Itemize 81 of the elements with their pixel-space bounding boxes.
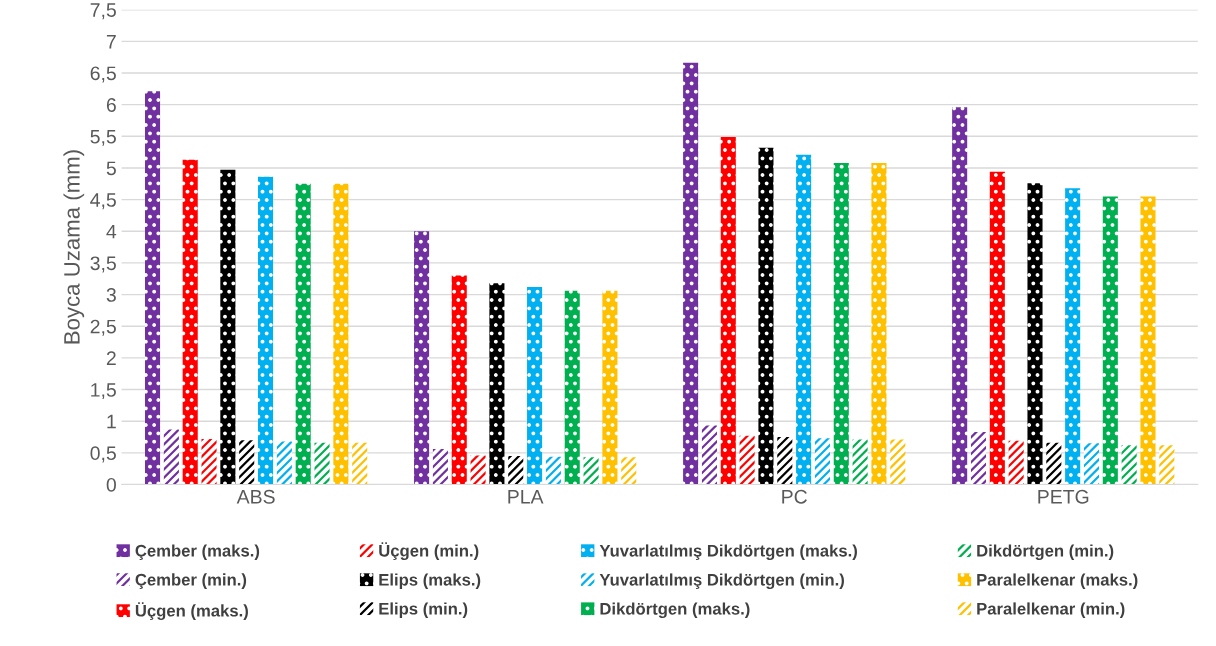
bar (220, 169, 236, 485)
legend-label: Dikdörtgen (min.) (977, 544, 1114, 560)
bar (1083, 443, 1100, 485)
bar (163, 429, 179, 485)
bar (852, 439, 868, 485)
bar (758, 147, 774, 485)
legend-label: Yuvarlatılmış Dikdörtgen (min.) (599, 573, 844, 590)
y-tick-label: 1,5 (91, 383, 116, 400)
legend-label: Paralelkenar (min.) (977, 602, 1125, 618)
bar (508, 456, 524, 485)
bar (276, 441, 292, 485)
legend-label: Paralelkenar (maks.) (977, 573, 1138, 589)
bar (489, 283, 505, 485)
y-tick-label: 7,5 (90, 3, 116, 20)
bar (182, 159, 198, 485)
bar (1140, 196, 1156, 485)
legend-label: Çember (min.) (135, 573, 247, 589)
legend-label: Elips (maks.) (379, 573, 481, 589)
y-tick-label: 7 (106, 35, 116, 49)
bar (1027, 183, 1043, 485)
bar (777, 437, 793, 485)
y-tick-label: 5,5 (90, 129, 116, 146)
bar (564, 290, 580, 485)
bar (333, 183, 349, 485)
bar (1159, 445, 1175, 485)
x-tick-label: ABS (236, 489, 275, 504)
bar (583, 457, 599, 485)
y-tick-label: 5 (106, 161, 116, 176)
y-tick-label: 0,5 (90, 446, 116, 463)
y-tick-label: 2 (106, 351, 116, 365)
bar (545, 456, 561, 485)
y-tick-label: 3 (106, 288, 116, 302)
bar (796, 154, 812, 485)
bar (414, 231, 430, 485)
x-tick-label: PLA (508, 490, 544, 504)
bar (1121, 445, 1137, 485)
y-tick-label: 2,5 (90, 319, 116, 336)
bar (352, 442, 368, 485)
bar (470, 455, 486, 485)
bar (720, 136, 736, 485)
bar (451, 275, 467, 485)
x-tick-label: PETG (1038, 489, 1089, 504)
bar (1008, 440, 1024, 485)
bar (239, 440, 255, 485)
bar (970, 431, 987, 485)
y-tick-label: 1 (107, 414, 116, 429)
y-tick-label: 6,5 (90, 66, 116, 83)
bar (1102, 196, 1118, 485)
bar (833, 162, 849, 485)
bar (890, 439, 906, 485)
legend-label: Elips (min.) (379, 602, 468, 618)
bar (314, 442, 330, 485)
y-tick-label: 0 (106, 477, 116, 492)
y-tick-label: 6 (106, 98, 116, 112)
legend-label: Dikdörtgen (maks.) (600, 602, 750, 619)
x-tick-label: PC (782, 489, 807, 504)
bar (871, 162, 887, 485)
bar (258, 176, 274, 485)
legend-label: Yuvarlatılmış Dikdörtgen (maks.) (599, 544, 857, 560)
bar (989, 171, 1005, 485)
bar (814, 438, 830, 485)
bar (602, 290, 618, 485)
bar (952, 107, 968, 485)
bar (739, 435, 755, 485)
bar (683, 62, 699, 485)
legend-label: Üçgen (maks.) (135, 602, 248, 620)
legend-label: Çember (maks.) (135, 544, 260, 560)
y-axis-title: Boyca Uzama (mm) (63, 150, 85, 344)
bar (295, 183, 311, 485)
bar (527, 286, 543, 485)
bar (1065, 188, 1081, 485)
bar (432, 449, 448, 485)
y-tick-label: 4,5 (90, 193, 116, 210)
bar (701, 425, 717, 485)
bar (621, 457, 637, 485)
bar (145, 91, 161, 485)
y-tick-label: 3,5 (90, 256, 116, 273)
legend-label: Üçgen (min.) (379, 542, 479, 560)
bar (1046, 442, 1062, 485)
y-tick-label: 4 (106, 224, 117, 239)
bar (201, 438, 217, 485)
